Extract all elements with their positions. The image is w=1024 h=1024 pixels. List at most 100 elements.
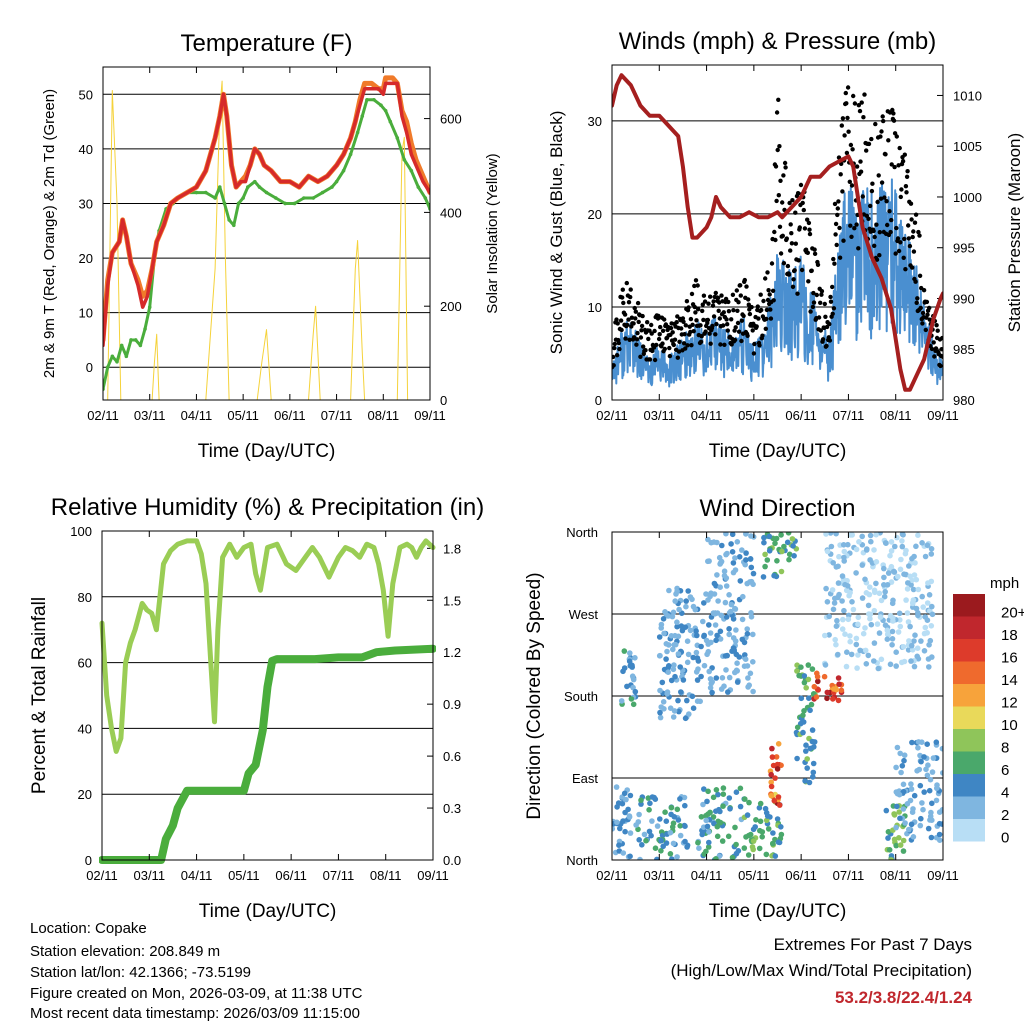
direction-point <box>897 815 903 822</box>
gust-point <box>649 322 654 328</box>
direction-point <box>826 632 832 638</box>
direction-point <box>728 601 735 608</box>
gust-point <box>692 304 697 310</box>
gust-point <box>940 354 943 359</box>
direction-point <box>893 842 899 849</box>
gust-point <box>912 220 918 225</box>
direction-point <box>933 739 940 745</box>
td-point <box>341 168 346 173</box>
gust-point <box>692 283 697 289</box>
extremes-title: Extremes For Past 7 Days <box>773 935 972 954</box>
gust-point <box>643 348 648 353</box>
series-2m-td <box>103 98 430 391</box>
direction-point <box>900 532 906 538</box>
direction-point <box>753 817 759 823</box>
x-tick-label: 02/11 <box>86 868 118 883</box>
td-point <box>292 201 297 206</box>
gust-point <box>819 292 824 297</box>
direction-point <box>919 540 925 546</box>
direction-point <box>859 595 866 601</box>
direction-point <box>775 839 782 845</box>
direction-point <box>750 659 756 665</box>
direction-point <box>908 786 915 792</box>
colorbar-swatch <box>953 616 985 639</box>
gust-point <box>899 187 904 192</box>
direction-point <box>897 566 904 573</box>
gust-point <box>893 251 898 256</box>
direction-point <box>911 663 918 670</box>
gust-point <box>717 316 722 321</box>
gust-point <box>835 206 840 211</box>
direction-point <box>694 632 700 639</box>
gust-point <box>894 225 899 231</box>
gust-point <box>765 270 770 275</box>
gust-point <box>654 342 659 348</box>
colorbar-swatch <box>953 819 985 842</box>
gust-point <box>929 346 935 352</box>
gust-point <box>686 305 691 310</box>
direction-point <box>920 806 926 813</box>
direction-point <box>704 823 711 830</box>
colorbar-label: 4 <box>1001 784 1009 801</box>
td-point <box>115 359 119 364</box>
direction-point <box>781 543 787 550</box>
direction-point <box>757 818 764 825</box>
gust-point <box>749 304 754 310</box>
gust-point <box>932 354 937 359</box>
direction-point <box>633 822 639 828</box>
gust-point <box>738 293 743 298</box>
direction-point <box>841 548 848 555</box>
gust-point <box>811 290 816 296</box>
td-point <box>264 190 269 195</box>
direction-point <box>908 781 914 787</box>
gust-point <box>789 241 795 246</box>
gust-point <box>765 297 771 303</box>
gust-point <box>690 322 695 327</box>
gust-point <box>662 317 667 322</box>
direction-point <box>847 633 853 639</box>
direction-point <box>658 704 664 710</box>
y-tick-label: North <box>566 525 598 540</box>
direction-point <box>848 532 854 538</box>
direction-point <box>662 809 668 815</box>
colorbar-label: 6 <box>1001 762 1009 779</box>
direction-point <box>666 587 672 594</box>
direction-point <box>670 609 677 616</box>
y2-tick-label: 985 <box>953 342 975 357</box>
td-point <box>355 130 360 135</box>
direction-point <box>613 784 620 790</box>
direction-point <box>900 837 907 844</box>
plot-frame <box>101 530 434 861</box>
direction-point <box>891 836 898 843</box>
colorbar-label: 18 <box>1001 627 1018 644</box>
y2-tick-label: 400 <box>440 205 462 220</box>
gust-point <box>703 329 708 334</box>
direction-point <box>784 539 791 546</box>
direction-point <box>705 788 711 795</box>
direction-point <box>733 850 740 857</box>
direction-point <box>687 627 694 634</box>
direction-point <box>775 794 782 800</box>
direction-point <box>678 689 684 695</box>
gust-point <box>724 317 729 322</box>
direction-point <box>713 787 720 793</box>
direction-point <box>768 783 775 790</box>
direction-point <box>656 634 663 640</box>
direction-point <box>926 664 932 670</box>
gust-point <box>788 222 793 227</box>
gust-point <box>814 292 819 298</box>
direction-point <box>707 630 714 636</box>
direction-point <box>862 647 869 654</box>
direction-point <box>739 547 745 553</box>
colorbar-swatch <box>953 639 985 662</box>
gust-point <box>846 129 851 134</box>
gust-point <box>638 354 643 359</box>
direction-point <box>763 817 770 824</box>
gust-point <box>830 311 835 316</box>
direction-point <box>627 650 633 656</box>
direction-point <box>875 665 882 672</box>
direction-point <box>848 651 855 658</box>
direction-point <box>883 540 889 546</box>
direction-point <box>667 705 674 711</box>
y-tick-label: 40 <box>79 142 93 157</box>
